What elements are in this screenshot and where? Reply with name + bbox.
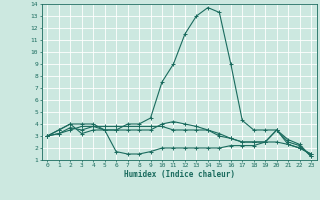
X-axis label: Humidex (Indice chaleur): Humidex (Indice chaleur) xyxy=(124,170,235,179)
